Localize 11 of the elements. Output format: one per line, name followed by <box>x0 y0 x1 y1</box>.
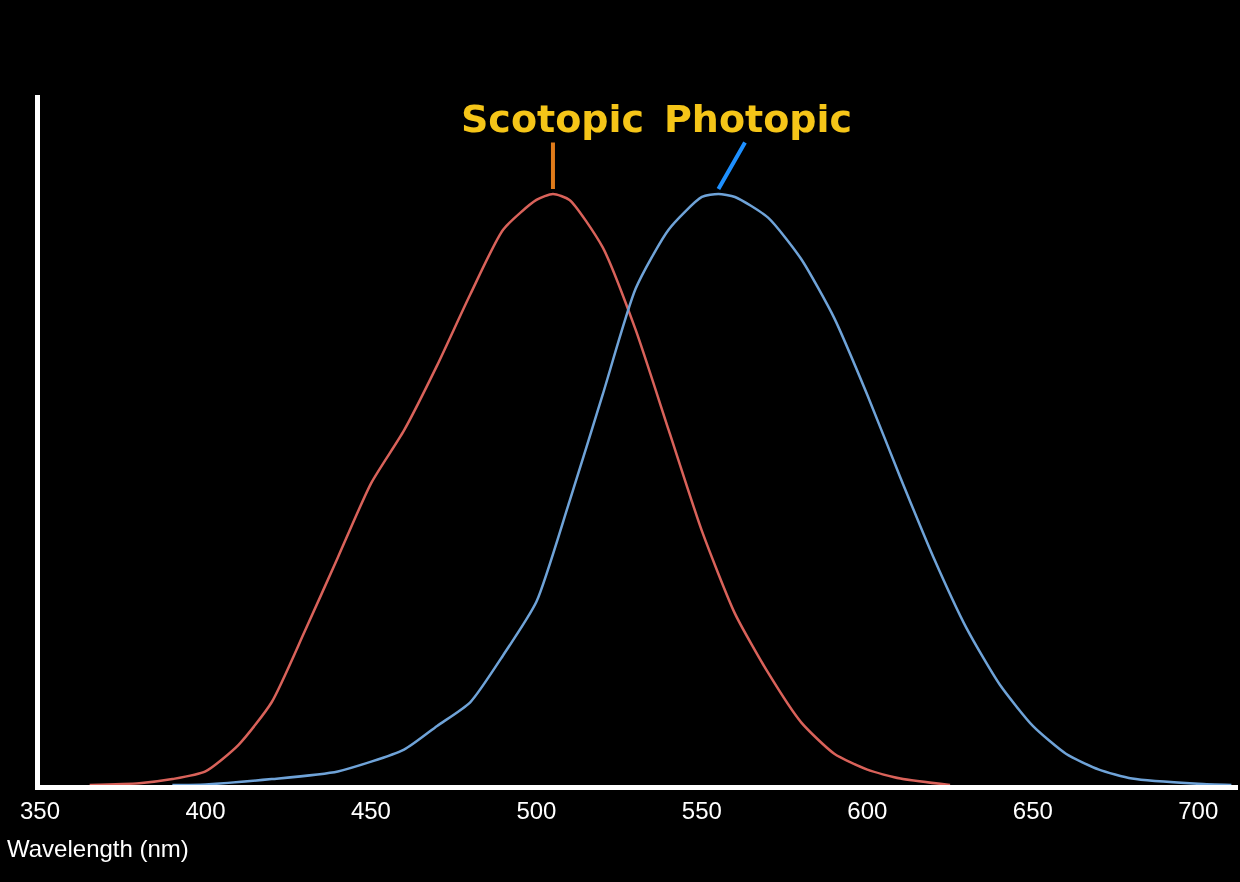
x-axis-title: Wavelength (nm) <box>7 835 189 862</box>
x-tick-label: 650 <box>1012 796 1053 824</box>
x-tick-label: 450 <box>350 796 391 824</box>
series-label: Photopic <box>664 97 853 141</box>
x-tick-label: 600 <box>847 796 888 824</box>
x-tick-label: 350 <box>19 796 61 824</box>
x-tick-label: 400 <box>185 796 226 824</box>
x-tick-label: 500 <box>516 796 557 824</box>
x-tick-label: 700 <box>1178 796 1219 824</box>
series-label: Scotopic <box>461 97 645 141</box>
x-tick-label: 550 <box>681 796 722 824</box>
